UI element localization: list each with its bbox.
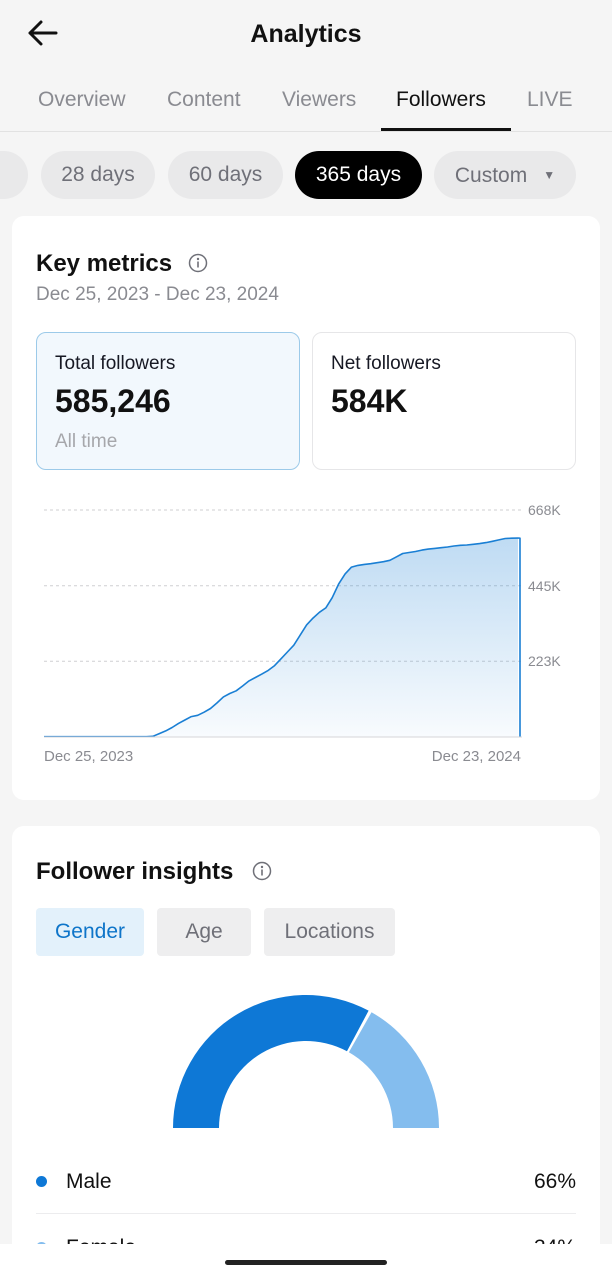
gender-gauge-chart <box>173 994 439 1128</box>
metric-value: 585,246 <box>55 383 171 419</box>
date-range-custom[interactable]: Custom ▼ <box>434 151 576 199</box>
metric-value: 584K <box>331 383 408 419</box>
segment-age[interactable]: Age <box>157 908 251 956</box>
caret-down-icon: ▼ <box>543 168 556 182</box>
x-tick-label-end: Dec 23, 2024 <box>432 748 521 765</box>
active-tab-indicator <box>381 128 511 131</box>
date-range-60-days[interactable]: 60 days <box>168 151 283 199</box>
date-range-365-days[interactable]: 365 days <box>295 151 422 199</box>
bottom-safe-area <box>0 1244 612 1280</box>
y-tick-label: 445K <box>528 578 561 594</box>
legend-label: Male <box>66 1170 112 1193</box>
gauge-segment-female[interactable] <box>348 1012 439 1128</box>
followers-area-chart[interactable]: 668K 445K 223K Dec 25, 2023 Dec 23, 2024 <box>12 496 600 776</box>
key-metrics-card: Key metrics Dec 25, 2023 - Dec 23, 2024 … <box>12 216 600 800</box>
back-button[interactable] <box>22 16 62 52</box>
tab-live[interactable]: LIVE <box>527 88 573 111</box>
tab-bar: Overview Content Viewers Followers LIVE <box>0 88 612 132</box>
legend-divider <box>36 1213 576 1214</box>
metric-net-followers[interactable]: Net followers 584K <box>312 332 576 470</box>
metric-label: Net followers <box>331 353 441 374</box>
page-title: Analytics <box>250 20 362 48</box>
metric-label: Total followers <box>55 353 176 374</box>
follower-insights-card: Follower insights <box>12 826 600 1266</box>
legend-row-male: Male 66% <box>36 1156 576 1212</box>
app-header: Analytics Overview Content Viewers Follo… <box>0 0 612 132</box>
tab-viewers[interactable]: Viewers <box>282 88 357 111</box>
date-range-text: Dec 25, 2023 - Dec 23, 2024 <box>36 284 279 305</box>
arrow-left-icon <box>28 20 58 46</box>
metric-subtext: All time <box>55 431 118 452</box>
date-range-chip-hidden[interactable] <box>0 151 28 199</box>
tab-content[interactable]: Content <box>167 88 241 111</box>
male-dot <box>36 1176 47 1187</box>
info-icon[interactable] <box>252 861 272 881</box>
custom-label: Custom <box>454 164 528 187</box>
metric-total-followers[interactable]: Total followers 585,246 All time <box>36 332 300 470</box>
y-tick-label: 223K <box>528 653 561 669</box>
segment-locations[interactable]: Locations <box>264 908 395 956</box>
info-icon[interactable] <box>188 253 208 273</box>
x-tick-label-start: Dec 25, 2023 <box>44 748 133 765</box>
key-metrics-title: Key metrics <box>36 250 173 277</box>
segment-gender[interactable]: Gender <box>36 908 144 956</box>
date-range-28-days[interactable]: 28 days <box>41 151 155 199</box>
home-indicator <box>225 1260 387 1265</box>
tab-followers[interactable]: Followers <box>396 88 486 111</box>
tab-overview[interactable]: Overview <box>38 88 126 111</box>
gauge-segment-male[interactable] <box>173 994 369 1128</box>
follower-insights-title: Follower insights <box>36 858 234 885</box>
date-range-selector: 28 days 60 days 365 days Custom ▼ <box>0 151 612 199</box>
y-tick-label: 668K <box>528 502 561 518</box>
legend-value: 66% <box>533 1170 576 1193</box>
area-fill <box>44 538 518 737</box>
